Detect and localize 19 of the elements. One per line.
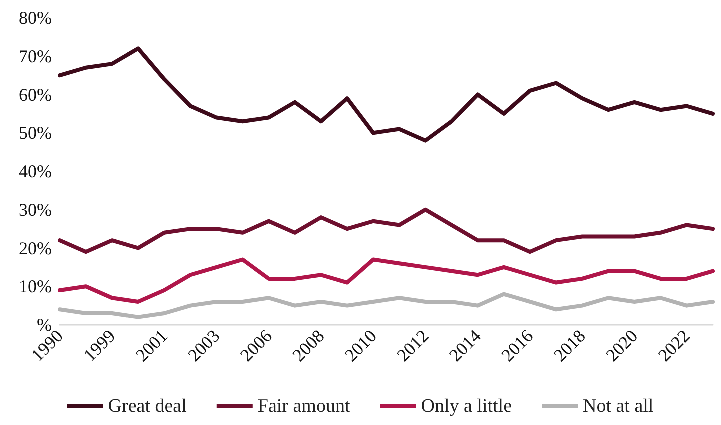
x-tick-label: 2001 xyxy=(132,326,172,366)
legend-label: Only a little xyxy=(421,396,512,417)
y-tick-label: % xyxy=(37,315,52,335)
y-tick-label: 10% xyxy=(19,276,52,297)
y-tick-label: 20% xyxy=(19,238,52,258)
line-series xyxy=(58,258,715,304)
y-tick-label: 30% xyxy=(19,200,52,220)
legend-label: Great deal xyxy=(108,396,187,417)
line-series xyxy=(58,208,715,254)
y-tick-label: 50% xyxy=(19,123,52,144)
legend-label: Fair amount xyxy=(258,396,351,417)
y-tick-label: 40% xyxy=(19,162,52,182)
y-tick-label: 70% xyxy=(19,46,52,66)
x-tick-label: 1999 xyxy=(80,326,120,366)
line-series xyxy=(58,46,715,143)
line-series xyxy=(58,292,715,320)
y-tick-label: 60% xyxy=(19,84,52,105)
legend-label: Not at all xyxy=(582,396,654,417)
y-tick-label: 80% xyxy=(19,8,52,28)
